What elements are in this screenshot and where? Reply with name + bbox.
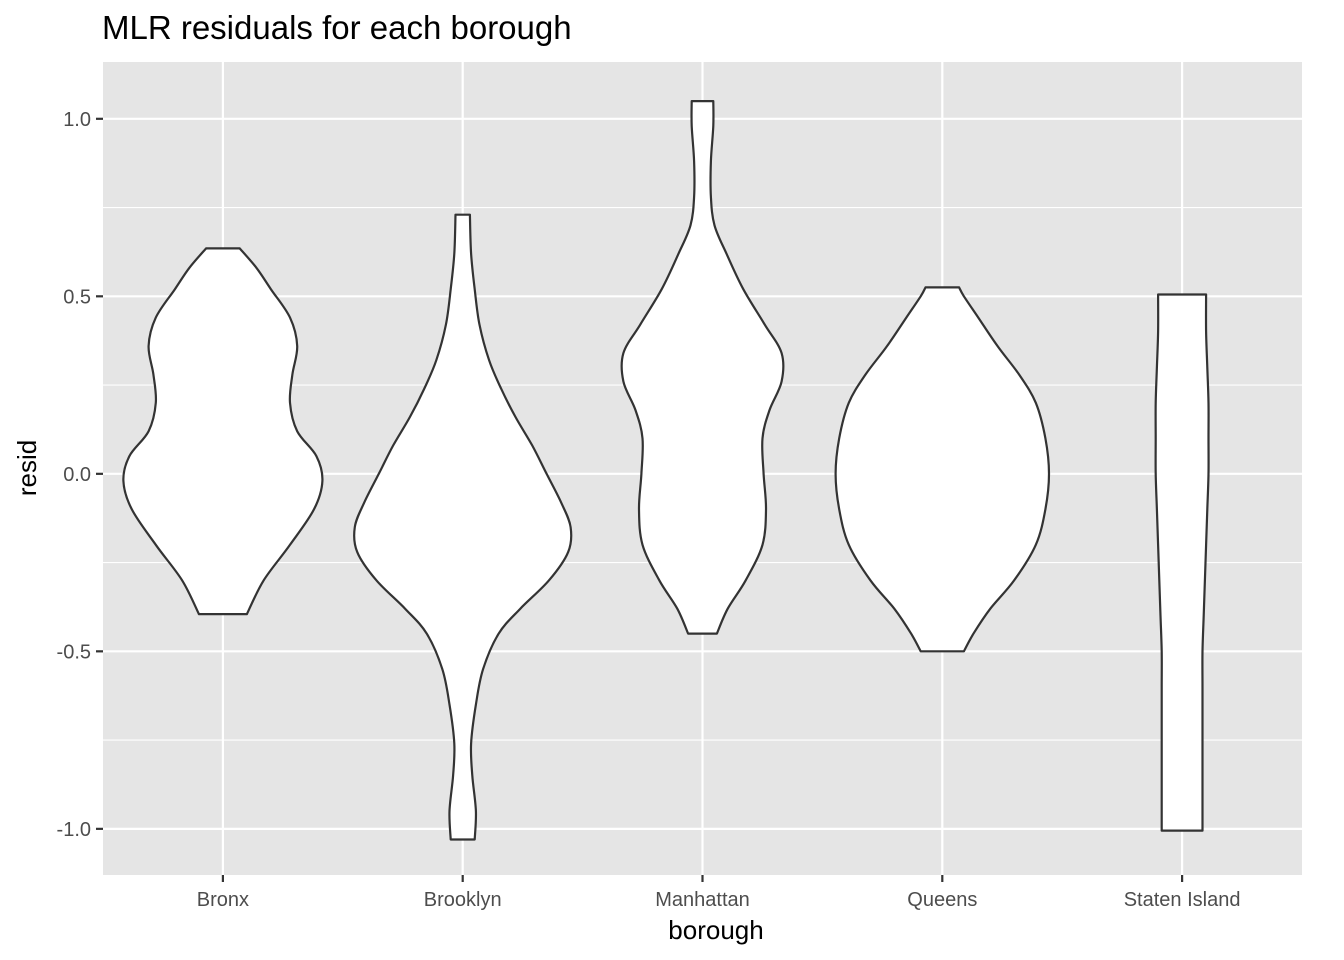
violin-staten-island bbox=[1154, 293, 1210, 832]
x-tick-label: Bronx bbox=[197, 889, 249, 911]
violin-brooklyn bbox=[352, 213, 573, 841]
x-tick-label: Brooklyn bbox=[424, 889, 502, 911]
y-axis: -1.0 -0.5 0.0 0.5 1.0 bbox=[57, 109, 103, 841]
y-axis-title: resid bbox=[12, 440, 42, 496]
x-tick-label: Manhattan bbox=[655, 889, 750, 911]
y-tick-label: 0.0 bbox=[63, 464, 91, 486]
violin-bronx bbox=[122, 247, 324, 616]
violin-manhattan bbox=[620, 100, 785, 635]
y-tick-label: -1.0 bbox=[57, 819, 91, 841]
x-tick-label: Staten Island bbox=[1124, 889, 1241, 911]
x-axis: Bronx Brooklyn Manhattan Queens Staten Islan… bbox=[197, 875, 1241, 911]
x-axis-title: borough bbox=[668, 915, 763, 945]
chart-title: MLR residuals for each borough bbox=[102, 9, 572, 46]
violin-layer bbox=[122, 100, 1210, 841]
y-tick-label: 1.0 bbox=[63, 109, 91, 131]
violin-queens bbox=[834, 286, 1051, 653]
y-tick-label: 0.5 bbox=[63, 286, 91, 308]
x-tick-label: Queens bbox=[907, 889, 977, 911]
y-tick-label: -0.5 bbox=[57, 641, 91, 663]
